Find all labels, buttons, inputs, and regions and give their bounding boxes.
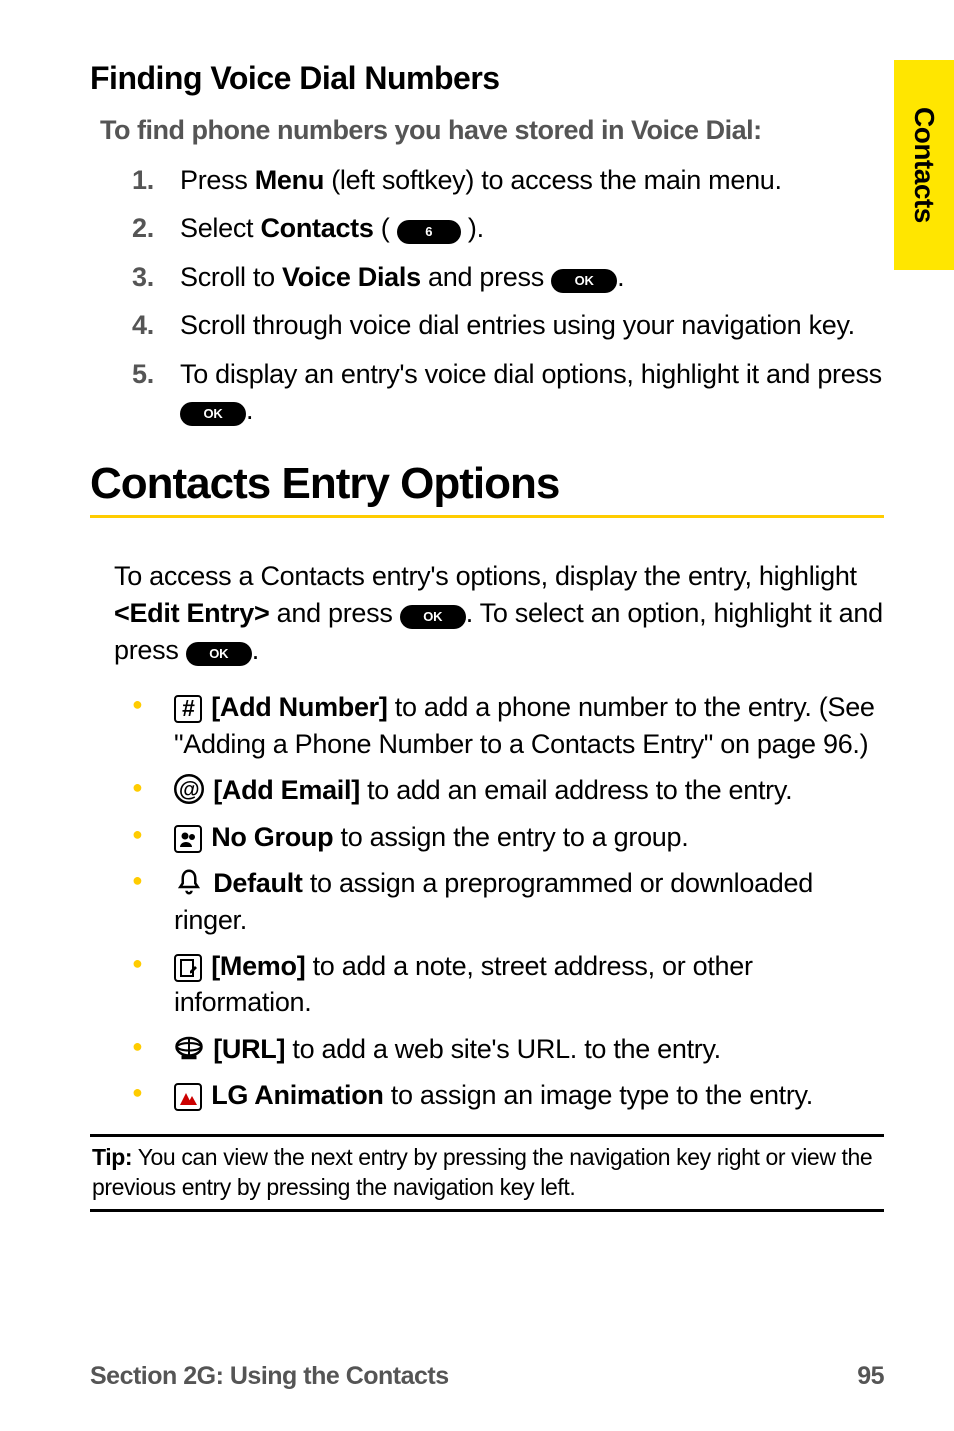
bell-icon	[174, 867, 204, 897]
step-3-bold: Voice Dials	[282, 262, 421, 292]
group-icon	[174, 825, 202, 853]
body-line2: and press	[269, 598, 399, 628]
option-add-email-text: to add an email address to the entry.	[360, 775, 792, 805]
option-no-group-label: No Group	[211, 822, 333, 852]
globe-icon	[174, 1033, 204, 1063]
option-lg-animation-label: LG Animation	[211, 1080, 383, 1110]
option-url-text: to add a web site's URL. to the entry.	[285, 1034, 721, 1064]
option-memo-label: [Memo]	[211, 951, 305, 981]
step-1-post: (left softkey) to access the main menu.	[324, 165, 782, 195]
step-1: Press Menu (left softkey) to access the …	[132, 162, 884, 198]
option-add-number: # [Add Number] to add a phone number to …	[154, 689, 884, 762]
option-default-label: Default	[213, 868, 302, 898]
step-5: To display an entry's voice dial options…	[132, 356, 884, 429]
step-3-post2: .	[617, 262, 624, 292]
body-entry-options: To access a Contacts entry's options, di…	[114, 558, 884, 670]
footer-page-number: 95	[857, 1362, 884, 1391]
option-memo: [Memo] to add a note, street address, or…	[154, 948, 884, 1021]
step-3: Scroll to Voice Dials and press OK.	[132, 259, 884, 295]
step-5-pre: To display an entry's voice dial options…	[180, 359, 882, 389]
svg-text:#: #	[182, 697, 195, 721]
at-icon: @	[174, 774, 204, 804]
step-1-pre: Press	[180, 165, 255, 195]
tip-box: Tip: You can view the next entry by pres…	[90, 1134, 884, 1212]
option-no-group: No Group to assign the entry to a group.	[154, 819, 884, 855]
step-2: Select Contacts ( 6 ).	[132, 210, 884, 246]
option-add-email: @ [Add Email] to add an email address to…	[154, 772, 884, 808]
page-footer: Section 2G: Using the Contacts 95	[90, 1362, 884, 1391]
footer-left: Section 2G: Using the Contacts	[90, 1362, 449, 1391]
tip-text: You can view the next entry by pressing …	[92, 1144, 872, 1200]
option-lg-animation-text: to assign an image type to the entry.	[384, 1080, 813, 1110]
step-3-pre: Scroll to	[180, 262, 282, 292]
step-5-post: .	[246, 395, 253, 425]
option-url-label: [URL]	[213, 1034, 285, 1064]
image-icon	[174, 1083, 202, 1111]
heading-finding-voice-dial: Finding Voice Dial Numbers	[90, 60, 884, 97]
step-3-post: and press	[421, 262, 551, 292]
steps-list: Press Menu (left softkey) to access the …	[90, 162, 884, 429]
option-add-number-label: [Add Number]	[211, 692, 387, 722]
body-line4: .	[252, 635, 259, 665]
key-ok-icon: OK	[180, 402, 246, 426]
option-add-email-label: [Add Email]	[213, 775, 360, 805]
body-line1: To access a Contacts entry's options, di…	[114, 561, 857, 591]
option-url: [URL] to add a web site's URL. to the en…	[154, 1031, 884, 1067]
subheading-find-numbers: To find phone numbers you have stored in…	[100, 115, 884, 146]
key-ok-icon: OK	[186, 642, 252, 666]
step-2-close: ).	[461, 213, 484, 243]
option-default: Default to assign a preprogrammed or dow…	[154, 865, 884, 938]
option-no-group-text: to assign the entry to a group.	[333, 822, 688, 852]
key-ok-icon: OK	[400, 605, 466, 629]
step-2-pre: Select	[180, 213, 260, 243]
step-2-bold: Contacts	[260, 213, 373, 243]
side-tab-label: Contacts	[908, 107, 940, 223]
option-lg-animation: LG Animation to assign an image type to …	[154, 1077, 884, 1113]
svg-text:@: @	[179, 778, 199, 802]
options-list: # [Add Number] to add a phone number to …	[114, 689, 884, 1113]
step-4-text: Scroll through voice dial entries using …	[180, 310, 855, 340]
step-1-bold: Menu	[255, 165, 324, 195]
tip-label: Tip:	[92, 1144, 132, 1170]
hash-icon: #	[174, 695, 202, 723]
step-2-open: (	[374, 213, 397, 243]
side-tab-contacts: Contacts	[894, 60, 954, 270]
key-6-icon: 6	[397, 220, 461, 244]
body-edit-entry: <Edit Entry>	[114, 598, 269, 628]
memo-icon	[174, 954, 202, 982]
heading-contacts-entry-options: Contacts Entry Options	[90, 459, 884, 518]
step-4: Scroll through voice dial entries using …	[132, 307, 884, 343]
key-ok-icon: OK	[551, 269, 617, 293]
